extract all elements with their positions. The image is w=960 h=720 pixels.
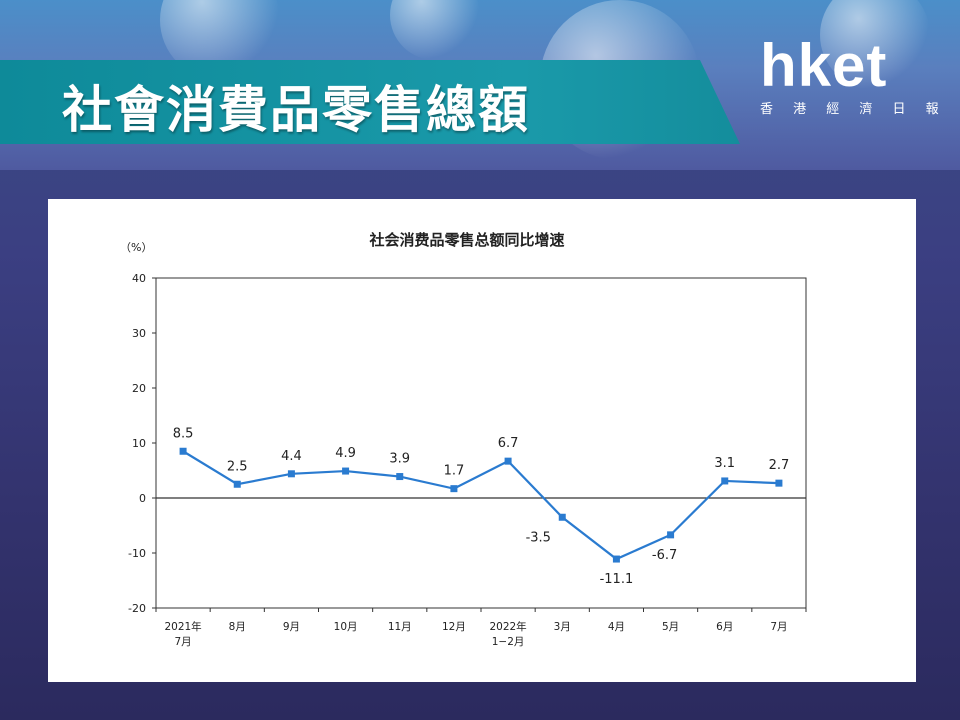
chart-title: 社会消费品零售总额同比增速 [368,231,564,249]
data-point [450,485,458,493]
x-tick-label: 3月 [554,621,571,633]
data-point [342,467,350,475]
x-tick-label: 8月 [229,621,246,633]
plot-area-frame [155,277,807,609]
data-label: -11.1 [600,572,634,587]
x-tick-label: 11月 [388,621,412,633]
x-axis: 2021年 7月 8月 9月 10月 11月 12月 2022年 1−2月 3月 4月 5月 6月 7月 [155,608,807,648]
series-markers [179,447,783,563]
data-label: 1.7 [444,464,465,479]
data-label: -6.7 [652,548,677,563]
data-label: 8.5 [173,426,194,441]
line-chart: 社会消费品零售总额同比增速 （%） 40 30 20 10 0 -10 -20 2021年 7… [120,231,807,648]
x-tick-label: 4月 [608,621,625,633]
data-point [775,479,783,487]
x-tick-label: 7月 [770,621,787,633]
slide-title: 社會消費品零售總額 [62,81,530,139]
y-tick-label: 20 [132,382,146,395]
data-point [721,477,729,485]
y-tick-label: 30 [132,327,146,340]
data-label: 6.7 [498,436,519,451]
y-tick-label: 10 [132,437,146,450]
hket-logo: hket 香 港 經 濟 日 報 [760,32,947,126]
data-point [667,531,675,539]
y-tick-label: 40 [132,272,146,285]
data-point [558,513,566,521]
data-label: -3.5 [526,530,551,545]
data-label: 2.5 [227,459,248,474]
data-label: 2.7 [769,458,790,473]
y-tick-label: -20 [128,602,146,615]
x-tick-label: 10月 [334,621,358,633]
y-tick-label: 0 [139,492,146,505]
title-banner [0,60,740,144]
y-axis-unit: （%） [120,241,152,254]
data-point [179,447,187,455]
data-point [287,470,295,478]
y-tick-label: -10 [128,547,146,560]
series-line [182,450,779,561]
x-tick-label: 2021年 7月 [164,620,201,648]
x-tick-label: 5月 [662,621,679,633]
logo-wordmark: hket [760,32,888,99]
y-axis: 40 30 20 10 0 -10 -20 [128,272,156,615]
x-tick-label: 12月 [442,621,466,633]
data-point [612,555,620,563]
data-label: 4.9 [335,446,356,461]
data-point [233,480,241,488]
x-tick-label: 6月 [716,621,733,633]
decorative-bubble [820,0,930,90]
chart-panel: 社会消费品零售总额同比增速 （%） 40 30 20 10 0 -10 -20 2021年 7… [48,199,916,682]
data-point [396,473,404,481]
data-label: 4.4 [281,449,302,464]
x-tick-label: 9月 [283,621,300,633]
x-tick-label: 2022年 1−2月 [489,620,526,648]
data-point [504,457,512,465]
data-labels: 8.5 2.5 4.4 4.9 3.9 1.7 6.7 -3.5 -11.1 -6.7 3.1 2.7 [173,426,790,587]
data-label: 3.9 [389,452,410,467]
data-label: 3.1 [714,456,735,471]
logo-subtitle: 香 港 經 濟 日 報 [760,102,947,117]
